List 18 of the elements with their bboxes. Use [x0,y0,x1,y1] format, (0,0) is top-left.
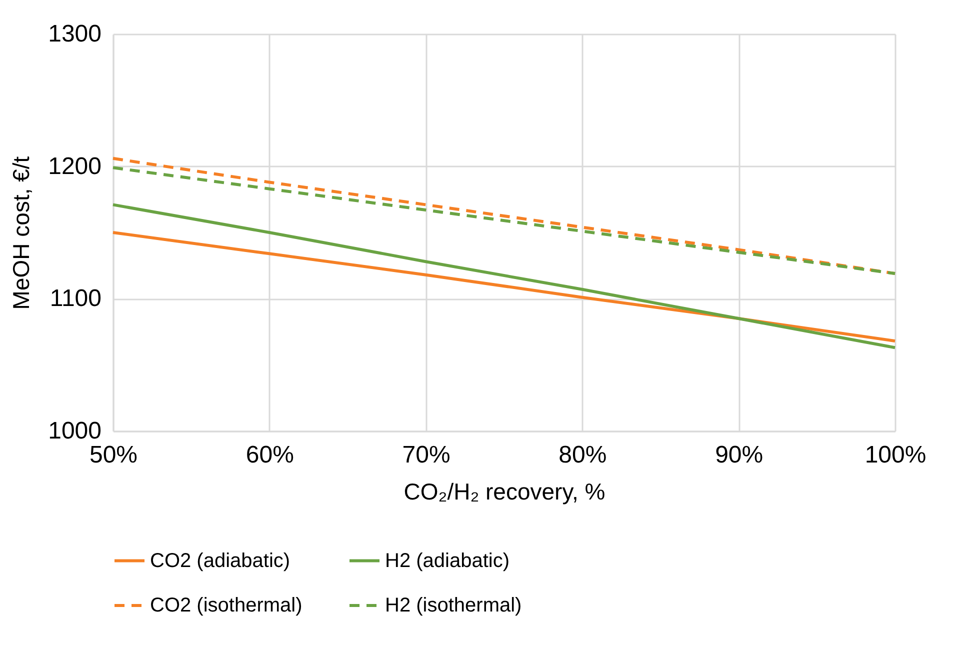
y-tick-label: 1200 [48,152,102,180]
x-tick-label: 60% [246,442,294,468]
x-tick-label: 50% [89,442,138,468]
x-tick-label: 90% [715,442,764,468]
legend-label: CO2 (isothermal) [150,594,302,616]
legend-label: H2 (isothermal) [385,594,522,616]
y-tick-label: 1100 [50,285,102,312]
x-tick-label: 80% [558,442,607,468]
line-series [112,203,896,350]
y-axis-title: MeOH cost, €/t [8,156,34,310]
line-series [112,231,896,343]
y-tick-label: 1000 [48,418,102,444]
x-axis-title: CO₂/H₂ recovery, % [404,478,606,504]
y-tick-label: 1300 [48,20,102,48]
legend-label: CO2 (adiabatic) [150,550,290,572]
x-tick-label: 100% [864,442,926,468]
x-tick-label: 70% [402,442,450,468]
legend-label: H2 (adiabatic) [385,550,510,572]
